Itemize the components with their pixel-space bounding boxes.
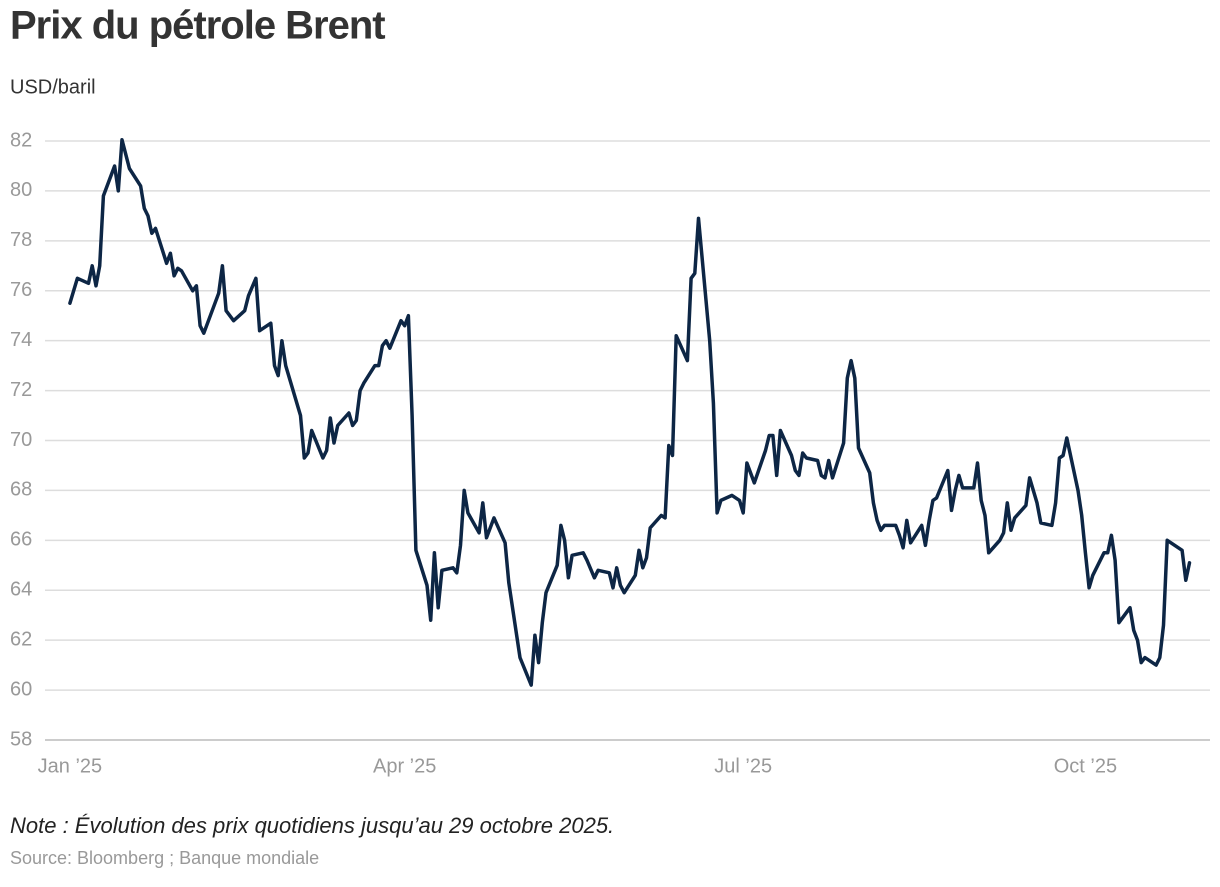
subtitle: USD/baril [10,76,96,98]
y-tick-label: 80 [10,179,32,201]
y-tick-label: 74 [10,329,32,351]
chart-title: Prix du pétrole Brent [10,4,385,48]
x-tick-label: Jul ’25 [714,755,772,777]
note: Note : Évolution des prix quotidiens jus… [10,813,614,838]
y-tick-label: 82 [10,129,32,151]
y-tick-label: 64 [10,579,32,601]
y-tick-label: 62 [10,628,32,650]
y-tick-label: 60 [10,678,32,700]
y-tick-label: 70 [10,429,32,451]
y-tick-label: 76 [10,279,32,301]
y-tick-label: 72 [10,379,32,401]
x-tick-label: Apr ’25 [373,755,436,777]
y-tick-label: 66 [10,529,32,551]
y-tick-label: 78 [10,229,32,251]
source: Source: Bloomberg ; Banque mondiale [10,848,319,868]
y-tick-label: 58 [10,728,32,750]
y-tick-label: 68 [10,479,32,501]
price-line [68,138,1192,687]
x-tick-label: Oct ’25 [1054,755,1117,777]
x-tick-label: Jan ’25 [38,755,103,777]
